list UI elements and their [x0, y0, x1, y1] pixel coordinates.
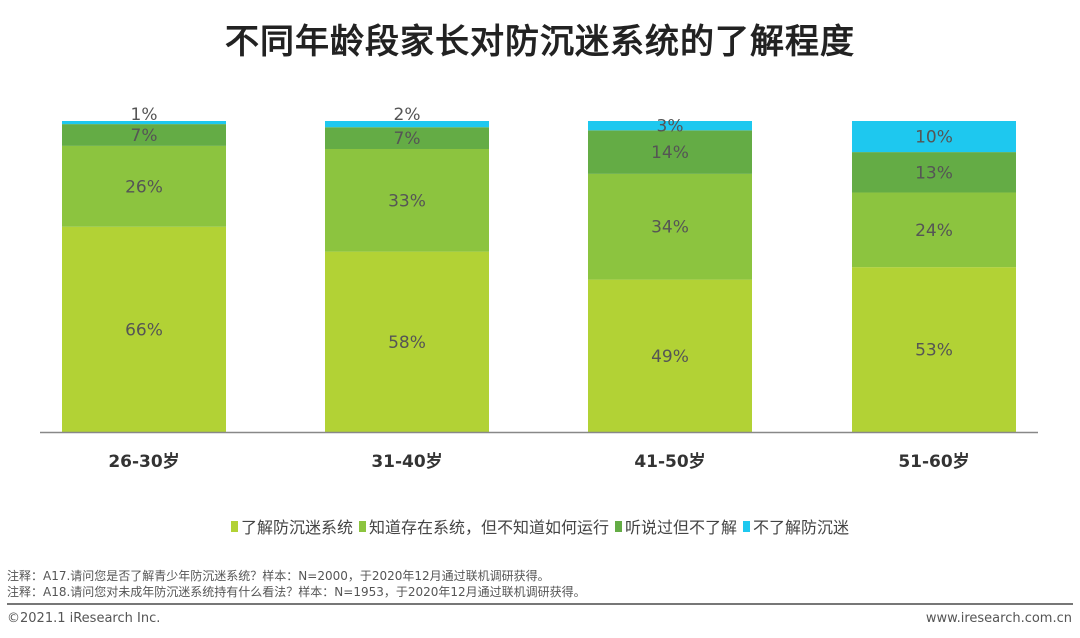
bar-segment — [62, 121, 226, 125]
data-label: 1% — [131, 105, 158, 125]
data-label: 24% — [915, 221, 953, 241]
data-label: 14% — [651, 143, 689, 163]
bar-segment — [588, 121, 752, 131]
bar-segment — [325, 121, 489, 128]
data-label: 34% — [651, 218, 689, 238]
x-tick-label: 26-30岁 — [108, 451, 179, 472]
legend-item: 听说过但不了解 — [615, 514, 737, 538]
bar-segment — [62, 226, 226, 432]
bar-segment — [588, 173, 752, 280]
bar-segment — [852, 152, 1016, 193]
bar-segment — [62, 145, 226, 227]
bar-segment — [325, 251, 489, 432]
legend-label: 了解防沉迷系统 — [240, 518, 353, 537]
bar-segment — [852, 192, 1016, 268]
chart-title: 不同年龄段家长对防沉迷系统的了解程度 — [225, 22, 855, 62]
data-label: 66% — [125, 320, 163, 340]
note-a18: 注释：A18.请问您对未成年防沉迷系统持有什么看法？样本：N=1953，于202… — [7, 585, 586, 599]
data-label: 33% — [388, 191, 426, 211]
legend-item: 了解防沉迷系统 — [230, 514, 353, 538]
bar-segment — [62, 124, 226, 146]
bar-segment — [325, 127, 489, 149]
x-tick-label: 51-60岁 — [898, 451, 969, 472]
x-tick-label: 31-40岁 — [371, 451, 442, 472]
data-label: 49% — [651, 347, 689, 367]
bar-segment — [852, 121, 1016, 153]
data-label: 7% — [394, 129, 421, 149]
legend-swatch — [615, 520, 622, 532]
bar-segment — [325, 148, 489, 252]
data-label: 26% — [125, 177, 163, 197]
bar-segment — [852, 267, 1016, 432]
legend-item: 不了解防沉迷 — [743, 514, 849, 538]
website-link[interactable]: www.iresearch.com.cn — [925, 611, 1072, 626]
bar-segment — [588, 279, 752, 432]
legend: 了解防沉迷系统 知道存在系统，但不知道如何运行 听说过但不了解 不了解防沉迷 — [0, 514, 1080, 538]
legend-swatch — [230, 520, 238, 532]
data-label: 58% — [388, 333, 426, 353]
copyright: ©2021.1 iResearch Inc. — [7, 611, 161, 626]
data-label: 13% — [915, 163, 953, 183]
data-label: 7% — [131, 126, 158, 146]
data-label: 53% — [915, 341, 953, 361]
x-tick-label: 41-50岁 — [634, 451, 705, 472]
footer-divider — [7, 603, 1073, 605]
stacked-bar-chart: 66%26%7%1%26-30岁58%33%7%2%31-40岁49%34%14… — [40, 105, 1038, 472]
note-a17: 注释：A17.请问您是否了解青少年防沉迷系统？样本：N=2000，于2020年1… — [7, 569, 550, 583]
legend-label: 知道存在系统，但不知道如何运行 — [368, 518, 609, 537]
legend-swatch — [743, 520, 751, 532]
data-label: 3% — [657, 117, 684, 137]
data-label: 2% — [394, 105, 421, 125]
legend-label: 不了解防沉迷 — [753, 518, 850, 537]
bar-segment — [588, 130, 752, 174]
legend-swatch — [358, 520, 366, 532]
legend-item: 知道存在系统，但不知道如何运行 — [358, 514, 609, 538]
legend-label: 听说过但不了解 — [625, 518, 738, 537]
data-label: 10% — [915, 128, 953, 148]
